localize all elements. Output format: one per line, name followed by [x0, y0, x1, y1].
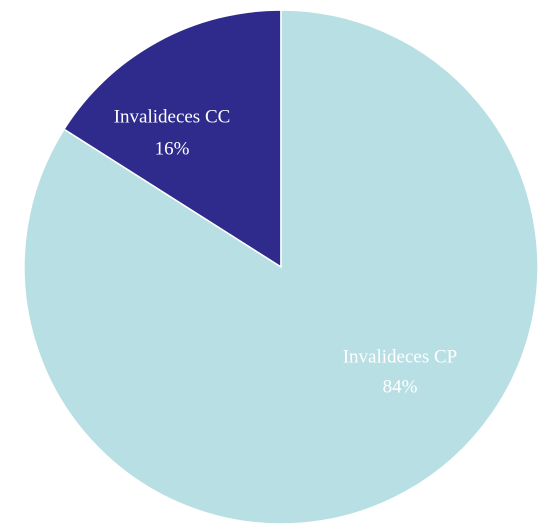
slice-label: Invalideces CC: [114, 106, 231, 127]
slice-value-label: 84%: [383, 376, 418, 397]
pie-slice: [23, 9, 539, 525]
pie-slice: [62, 9, 282, 269]
slice-value-label: 16%: [155, 138, 190, 159]
slice-label: Invalideces CP: [343, 346, 458, 367]
